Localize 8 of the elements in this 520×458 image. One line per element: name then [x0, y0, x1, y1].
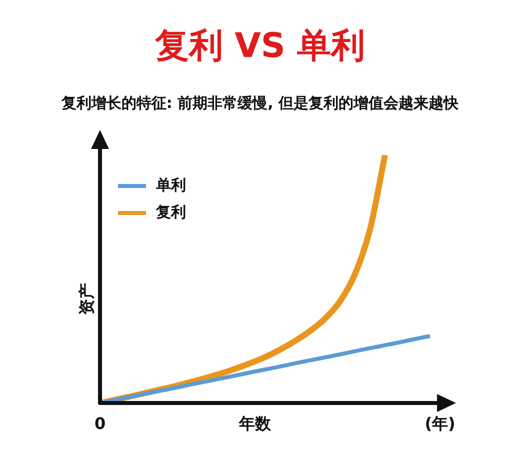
chart-subtitle: 复利增长的特征: 前期非常缓慢, 但是复利的增值会越来越快	[60, 94, 460, 112]
text: (年)	[424, 414, 456, 434]
x-axis-title: 年数	[238, 414, 272, 434]
legend-label: 单利	[156, 176, 186, 195]
chart-title: 复利 VS 单利	[154, 26, 366, 66]
legend-label: 复利	[156, 203, 186, 222]
y-axis-title: 资产	[77, 283, 96, 315]
text: 0	[94, 414, 106, 434]
